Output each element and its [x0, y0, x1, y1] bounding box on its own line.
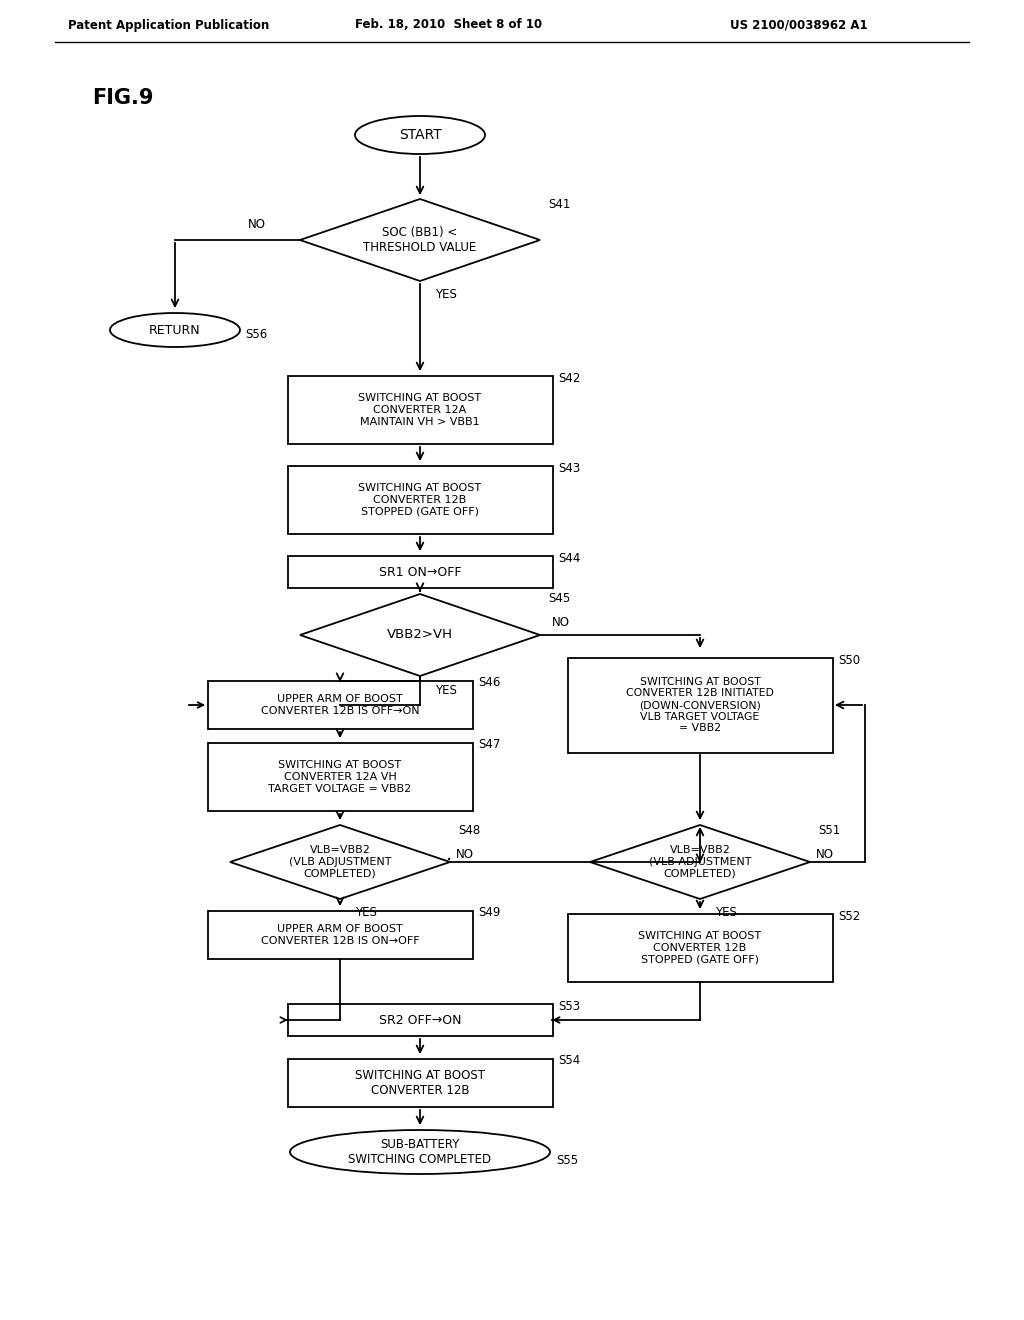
Text: S46: S46	[478, 676, 501, 689]
Bar	[567, 913, 833, 982]
Text: START: START	[398, 128, 441, 143]
Text: VLB=VBB2
(VLB ADJUSTMENT
COMPLETED): VLB=VBB2 (VLB ADJUSTMENT COMPLETED)	[289, 845, 391, 879]
Bar	[567, 657, 833, 752]
Text: SWITCHING AT BOOST
CONVERTER 12A
MAINTAIN VH > VBB1: SWITCHING AT BOOST CONVERTER 12A MAINTAI…	[358, 393, 481, 426]
Text: SWITCHING AT BOOST
CONVERTER 12B
STOPPED (GATE OFF): SWITCHING AT BOOST CONVERTER 12B STOPPED…	[358, 483, 481, 516]
Text: NO: NO	[552, 616, 570, 630]
Text: S42: S42	[558, 371, 581, 384]
Text: NO: NO	[816, 847, 834, 861]
Bar	[288, 376, 553, 444]
Text: YES: YES	[435, 684, 457, 697]
Text: VLB=VBB2
(VLB ADJUSTMENT
COMPLETED): VLB=VBB2 (VLB ADJUSTMENT COMPLETED)	[649, 845, 752, 879]
Text: SWITCHING AT BOOST
CONVERTER 12B
STOPPED (GATE OFF): SWITCHING AT BOOST CONVERTER 12B STOPPED…	[638, 932, 762, 965]
Bar	[288, 556, 553, 587]
Text: NO: NO	[248, 219, 266, 231]
Text: YES: YES	[355, 907, 377, 920]
Text: S52: S52	[838, 909, 860, 923]
Text: S48: S48	[458, 824, 480, 837]
Text: NO: NO	[456, 847, 474, 861]
Text: YES: YES	[715, 907, 737, 920]
Bar	[208, 743, 472, 810]
Bar	[208, 911, 472, 960]
Text: Feb. 18, 2010  Sheet 8 of 10: Feb. 18, 2010 Sheet 8 of 10	[355, 18, 542, 32]
Text: Patent Application Publication: Patent Application Publication	[68, 18, 269, 32]
Text: S44: S44	[558, 552, 581, 565]
Text: S55: S55	[556, 1154, 579, 1167]
Bar	[288, 466, 553, 535]
Text: SUB-BATTERY
SWITCHING COMPLETED: SUB-BATTERY SWITCHING COMPLETED	[348, 1138, 492, 1166]
Text: UPPER ARM OF BOOST
CONVERTER 12B IS ON→OFF: UPPER ARM OF BOOST CONVERTER 12B IS ON→O…	[261, 924, 419, 946]
Text: S45: S45	[548, 593, 570, 606]
Text: S50: S50	[838, 653, 860, 667]
Bar	[288, 1005, 553, 1036]
Bar	[208, 681, 472, 729]
Text: S47: S47	[478, 738, 501, 751]
Text: SWITCHING AT BOOST
CONVERTER 12A VH
TARGET VOLTAGE = VBB2: SWITCHING AT BOOST CONVERTER 12A VH TARG…	[268, 760, 412, 793]
Text: S53: S53	[558, 999, 581, 1012]
Text: S49: S49	[478, 907, 501, 920]
Text: YES: YES	[435, 289, 457, 301]
Text: FIG.9: FIG.9	[92, 88, 154, 108]
Text: S41: S41	[548, 198, 570, 210]
Text: S51: S51	[818, 824, 841, 837]
Text: SWITCHING AT BOOST
CONVERTER 12B: SWITCHING AT BOOST CONVERTER 12B	[355, 1069, 485, 1097]
Text: ·: ·	[446, 850, 453, 870]
Text: S54: S54	[558, 1055, 581, 1068]
Text: UPPER ARM OF BOOST
CONVERTER 12B IS OFF→ON: UPPER ARM OF BOOST CONVERTER 12B IS OFF→…	[261, 694, 419, 715]
Bar	[288, 1059, 553, 1107]
Text: S43: S43	[558, 462, 581, 474]
Text: US 2100/0038962 A1: US 2100/0038962 A1	[730, 18, 867, 32]
Text: SWITCHING AT BOOST
CONVERTER 12B INITIATED
(DOWN-CONVERSION)
VLB TARGET VOLTAGE
: SWITCHING AT BOOST CONVERTER 12B INITIAT…	[626, 677, 774, 733]
Text: SR1 ON→OFF: SR1 ON→OFF	[379, 565, 461, 578]
Text: RETURN: RETURN	[150, 323, 201, 337]
Text: SOC (BB1) <
THRESHOLD VALUE: SOC (BB1) < THRESHOLD VALUE	[364, 226, 476, 253]
Text: VBB2>VH: VBB2>VH	[387, 628, 453, 642]
Text: SR2 OFF→ON: SR2 OFF→ON	[379, 1014, 461, 1027]
Text: S56: S56	[245, 329, 267, 342]
